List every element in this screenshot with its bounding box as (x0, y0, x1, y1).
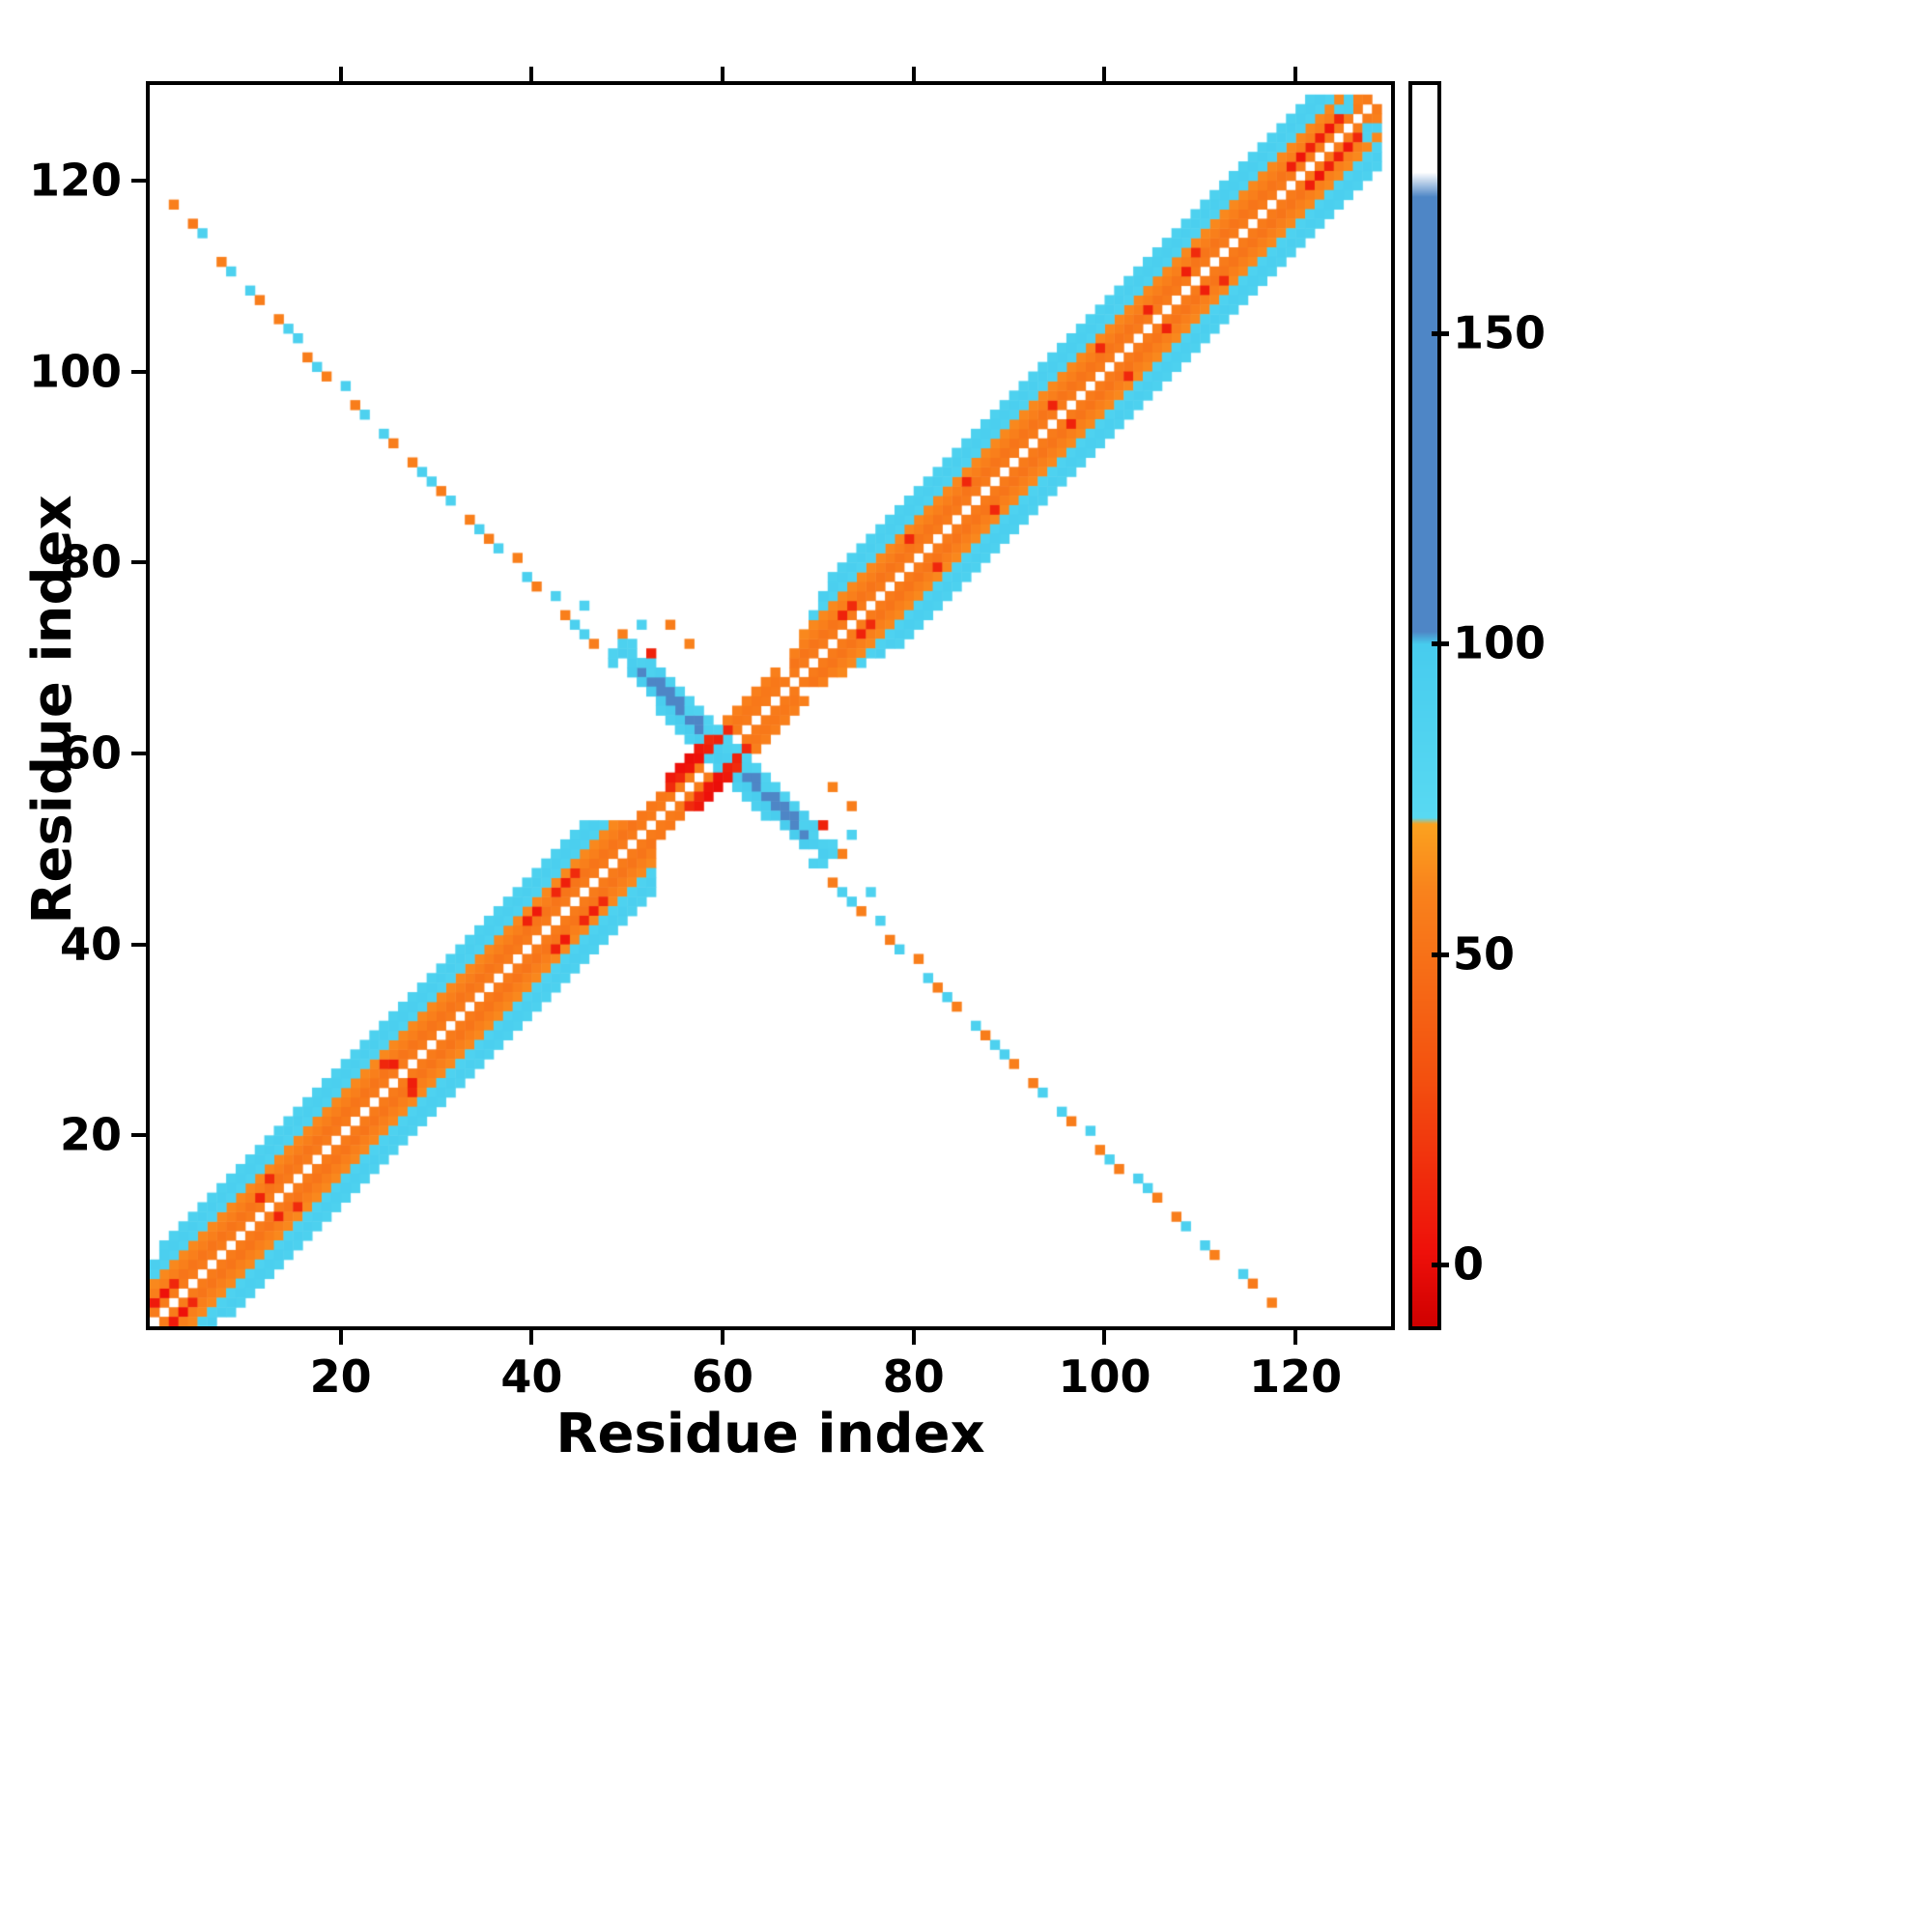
colorbar-tick-label: 0 (1453, 1237, 1485, 1291)
x-tick-mark-top (1102, 67, 1107, 81)
x-tick-mark-top (529, 67, 534, 81)
colorbar-gradient-canvas (1412, 85, 1437, 1326)
x-axis-label: Residue index (555, 1403, 985, 1465)
x-tick-mark (1293, 1330, 1298, 1345)
y-tick-label: 60 (59, 726, 122, 780)
x-tick-mark (1102, 1330, 1107, 1345)
x-tick-mark-top (338, 67, 343, 81)
colorbar-tick-mark (1432, 1262, 1449, 1267)
x-tick-mark-top (1293, 67, 1298, 81)
y-tick-label: 100 (28, 345, 122, 398)
y-tick-mark (131, 1133, 146, 1138)
x-tick-label: 60 (692, 1350, 754, 1403)
x-tick-mark-top (911, 67, 916, 81)
x-tick-label: 120 (1249, 1350, 1343, 1403)
colorbar-tick-mark (1432, 641, 1449, 647)
x-tick-mark (721, 1330, 725, 1345)
y-tick-label: 20 (59, 1109, 122, 1161)
colorbar-tick-label: 100 (1453, 616, 1547, 669)
colorbar-tick-mark (1432, 952, 1449, 957)
x-tick-label: 80 (882, 1350, 945, 1403)
y-tick-label: 80 (59, 535, 122, 588)
x-tick-label: 20 (309, 1350, 372, 1403)
x-tick-mark (911, 1330, 916, 1345)
y-tick-mark (131, 178, 146, 183)
y-tick-mark (131, 560, 146, 565)
colorbar-tick-label: 150 (1453, 306, 1547, 359)
y-tick-mark (131, 942, 146, 947)
x-tick-label: 100 (1058, 1350, 1151, 1403)
y-tick-label: 40 (59, 918, 122, 971)
x-tick-mark (529, 1330, 534, 1345)
y-tick-label: 120 (28, 154, 122, 207)
colorbar-tick-mark (1432, 331, 1449, 336)
y-tick-mark (131, 751, 146, 755)
y-tick-mark (131, 369, 146, 374)
x-tick-mark-top (721, 67, 725, 81)
x-tick-mark (338, 1330, 343, 1345)
colorbar-tick-label: 50 (1453, 927, 1516, 980)
x-tick-label: 40 (500, 1350, 563, 1403)
heatmap-canvas (150, 85, 1391, 1326)
